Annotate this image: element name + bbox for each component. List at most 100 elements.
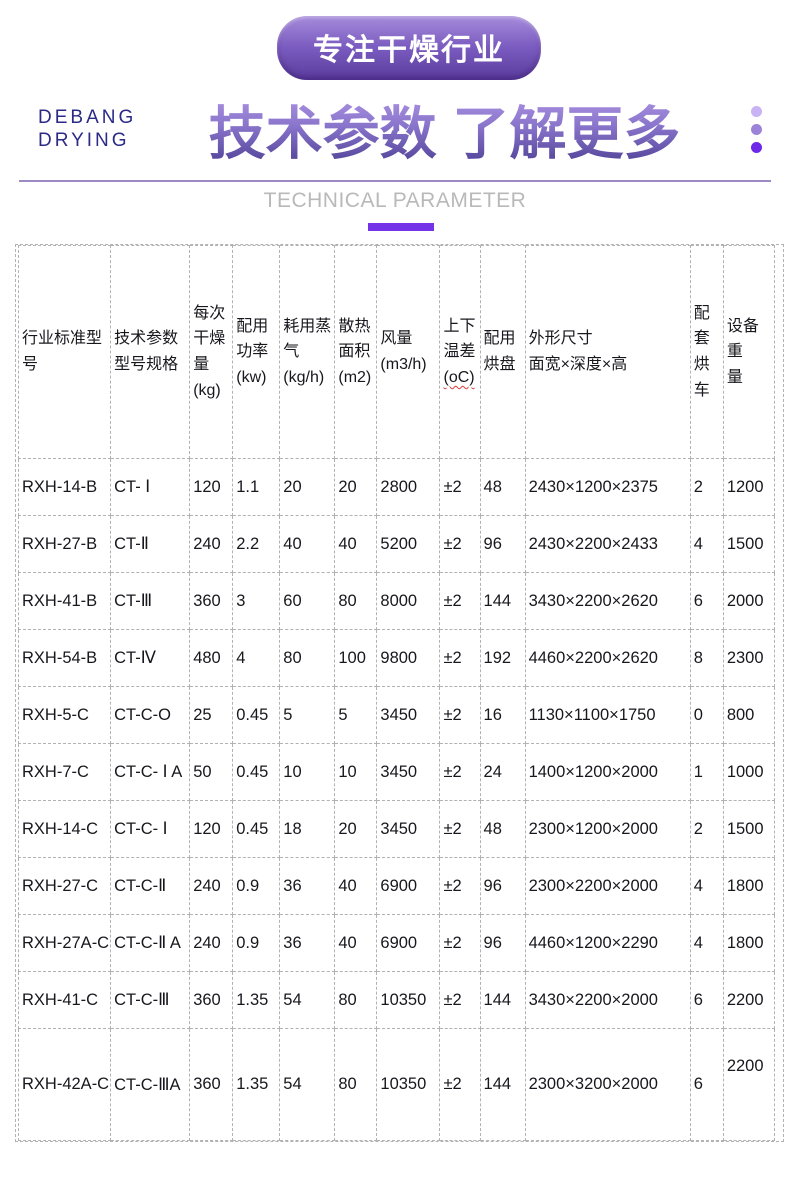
table-cell: 1.35 <box>232 971 281 1029</box>
table-cell: 96 <box>479 515 526 573</box>
table-cell: 3430×2200×2620 <box>524 572 691 630</box>
table-cell: 40 <box>334 914 378 972</box>
dot-icon <box>751 105 762 117</box>
table-cell: 50 <box>189 743 234 801</box>
table-cell: 3430×2200×2000 <box>524 971 691 1029</box>
table-cell: 4 <box>689 515 724 573</box>
table-cell: 2 <box>689 800 724 858</box>
table-cell: 80 <box>334 971 378 1029</box>
table-cell: 6900 <box>376 914 441 972</box>
table-row: RXH-27-B CT-Ⅱ 240 2.2 40 40 5200 ±2 96 2430×2200×… <box>17 515 776 573</box>
table-cell: 3450 <box>376 800 441 858</box>
table-cell: 3450 <box>376 743 441 801</box>
temp-unit-misspelled: (oC) <box>443 368 475 386</box>
table-cell: 144 <box>479 971 526 1029</box>
table-cell: 2200 <box>722 1028 776 1141</box>
table-header-row: 行业标准型 号 技术参数 型号规格 每次 干燥 量 (kg) 配用 功率 (kw… <box>17 245 776 459</box>
table-cell: 24 <box>479 743 526 801</box>
table-cell: 1500 <box>722 515 776 573</box>
parameters-table-wrapper: 行业标准型 号 技术参数 型号规格 每次 干燥 量 (kg) 配用 功率 (kw… <box>15 244 784 1142</box>
table-cell: 6 <box>689 572 724 630</box>
table-cell: 2300×2200×2000 <box>524 857 691 915</box>
table-cell: 5 <box>279 686 336 744</box>
dot-icon <box>751 141 762 153</box>
table-cell: 6 <box>689 971 724 1029</box>
table-cell: 8 <box>689 629 724 687</box>
table-cell: 54 <box>279 1028 336 1141</box>
table-cell: CT-Ⅳ <box>110 629 191 687</box>
table-cell: CT-C- Ⅰ A <box>110 743 191 801</box>
table-cell: ±2 <box>439 971 481 1029</box>
table-cell: 1500 <box>722 800 776 858</box>
table-cell: 54 <box>279 971 336 1029</box>
table-cell: 10 <box>334 743 378 801</box>
table-cell: RXH-41-C <box>17 971 112 1029</box>
table-cell: 16 <box>479 686 526 744</box>
table-cell: 360 <box>189 572 234 630</box>
table-cell: 120 <box>189 800 234 858</box>
col-header-trays: 配用 烘盘 <box>479 245 526 459</box>
table-cell: 40 <box>279 515 336 573</box>
table-cell: 1800 <box>722 857 776 915</box>
table-cell: ±2 <box>439 515 481 573</box>
table-cell: ±2 <box>439 857 481 915</box>
table-cell: 120 <box>189 458 234 516</box>
table-cell: 36 <box>279 857 336 915</box>
table-cell: 48 <box>479 458 526 516</box>
table-cell: 2 <box>689 458 724 516</box>
table-cell: ±2 <box>439 1028 481 1141</box>
table-cell: 4 <box>689 857 724 915</box>
table-cell: 80 <box>334 572 378 630</box>
table-cell: 40 <box>334 515 378 573</box>
table-row: RXH-5-C CT-C-O 25 0.45 5 5 3450 ±2 16 1130×1100×1… <box>17 686 776 744</box>
page-title: 技术参数 了解更多 <box>138 88 751 170</box>
col-header-power: 配用 功率 (kw) <box>232 245 281 459</box>
col-header-industry-model: 行业标准型 号 <box>17 245 112 459</box>
table-cell: 360 <box>189 1028 234 1141</box>
table-cell: 480 <box>189 629 234 687</box>
dot-icon <box>751 123 762 135</box>
table-row: RXH-7-C CT-C- Ⅰ A 50 0.45 10 10 3450 ±2 24 1400×1… <box>17 743 776 801</box>
page-subtitle: TECHNICAL PARAMETER <box>263 189 527 212</box>
table-cell: 2800 <box>376 458 441 516</box>
table-cell: 800 <box>722 686 776 744</box>
table-cell: CT-C- Ⅰ <box>110 800 191 858</box>
table-cell: 144 <box>479 572 526 630</box>
table-cell: 0.45 <box>232 686 281 744</box>
table-cell: 2300 <box>722 629 776 687</box>
table-cell: 100 <box>334 629 378 687</box>
dots-decoration <box>751 105 762 153</box>
brand-line-2: DRYING <box>38 130 130 151</box>
table-cell: 2300×3200×2000 <box>524 1028 691 1141</box>
table-cell: CT-Ⅱ <box>110 515 191 573</box>
table-cell: CT-C-Ⅱ A <box>110 914 191 972</box>
table-cell: 4460×2200×2620 <box>524 629 691 687</box>
table-cell: 80 <box>279 629 336 687</box>
table-cell: 9800 <box>376 629 441 687</box>
table-cell: ±2 <box>439 629 481 687</box>
col-header-dimensions: 外形尺寸 面宽×深度×高 <box>524 245 691 459</box>
table-cell: 96 <box>479 914 526 972</box>
table-cell: 5 <box>334 686 378 744</box>
table-cell: RXH-54-B <box>17 629 112 687</box>
table-cell: 360 <box>189 971 234 1029</box>
page-header: DEBANG DRYING 技术参数 了解更多 <box>0 94 790 166</box>
table-cell: 4460×1200×2290 <box>524 914 691 972</box>
table-cell: 144 <box>479 1028 526 1141</box>
table-row: RXH-42A-C CT-C-ⅢA 360 1.35 54 80 10350 ±2 144 230… <box>17 1028 776 1141</box>
table-cell: CT-C-O <box>110 686 191 744</box>
table-body: RXH-14-B CT- Ⅰ 120 1.1 20 20 2800 ±2 48 2430×1200… <box>17 458 776 1141</box>
table-cell: ±2 <box>439 458 481 516</box>
table-cell: ±2 <box>439 914 481 972</box>
table-cell: 192 <box>479 629 526 687</box>
table-cell: 2200 <box>722 971 776 1029</box>
table-cell: CT-Ⅲ <box>110 572 191 630</box>
table-cell: 0 <box>689 686 724 744</box>
table-row: RXH-14-B CT- Ⅰ 120 1.1 20 20 2800 ±2 48 2430×1200… <box>17 458 776 516</box>
table-cell: 60 <box>279 572 336 630</box>
table-cell: 1130×1100×1750 <box>524 686 691 744</box>
table-cell: 1.35 <box>232 1028 281 1141</box>
table-cell: 240 <box>189 857 234 915</box>
table-row: RXH-41-C CT-C-Ⅲ 360 1.35 54 80 10350 ±2 144 3430×… <box>17 971 776 1029</box>
table-cell: ±2 <box>439 572 481 630</box>
